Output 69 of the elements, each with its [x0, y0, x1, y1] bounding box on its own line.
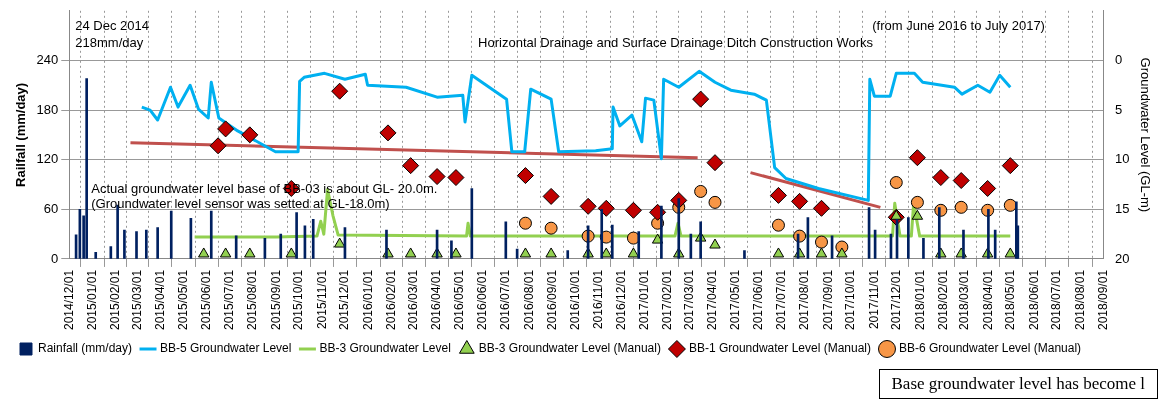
x-tick-label: 2018/06/01	[1026, 269, 1041, 330]
x-tick-label: 2015/02/01	[108, 269, 123, 330]
x-tick-label: 2016/10/01	[567, 269, 582, 330]
legend-label: BB-3 Groundwater Level	[319, 341, 451, 356]
x-tick-label: 2015/09/01	[268, 269, 283, 330]
legend-label: BB-1 Groundwater Level (Manual)	[688, 341, 871, 356]
x-tick-label: 2015/05/01	[175, 269, 190, 330]
x-tick-label: 2015/10/01	[291, 269, 306, 330]
annotation: 218mm/day	[75, 35, 144, 51]
y-tick-label: 240	[36, 52, 59, 68]
x-tick-label: 2015/12/01	[337, 269, 352, 330]
y-tick-label: 180	[36, 101, 59, 117]
y2-tick-label: 5	[1114, 101, 1123, 117]
x-tick-label: 2016/08/01	[521, 269, 536, 330]
x-tick-label: 2015/07/01	[221, 269, 236, 330]
x-tick-label: 2016/04/01	[429, 269, 444, 330]
x-tick-label: 2015/03/01	[129, 269, 144, 330]
x-tick-label: 2015/08/01	[245, 269, 260, 330]
x-tick-label: 2018/02/01	[936, 269, 951, 330]
x-tick-label: 2018/08/01	[1072, 269, 1087, 330]
x-tick-label: 2017/04/01	[705, 269, 720, 330]
x-tick-label: 2018/01/01	[912, 269, 927, 330]
y2-tick-label: 20	[1114, 250, 1130, 266]
x-tick-label: 2018/09/01	[1096, 269, 1111, 330]
y-axis-title: Railfall (mm/day)	[13, 82, 29, 187]
x-tick-label: 2017/10/01	[843, 269, 858, 330]
annotation: Horizontal Drainage and Surface Drainage Ditch Construction Works	[478, 35, 874, 51]
y-tick-label: 120	[36, 151, 59, 167]
x-tick-label: 2017/11/01	[866, 269, 881, 330]
x-tick-label: 2016/03/01	[405, 269, 420, 330]
x-tick-label: 2018/03/01	[957, 269, 972, 330]
x-tick-label: 2017/03/01	[681, 269, 696, 330]
y2-tick-label: 10	[1114, 151, 1130, 167]
annotation: 24 Dec 2014	[75, 18, 150, 34]
x-tick-label: 2016/07/01	[498, 269, 513, 330]
x-tick-label: 2015/06/01	[199, 269, 214, 330]
x-tick-label: 2017/05/01	[727, 269, 742, 330]
x-tick-label: 2017/09/01	[820, 269, 835, 330]
x-tick-label: 2016/12/01	[613, 269, 628, 330]
x-tick-label: 2015/01/01	[85, 269, 100, 330]
y2-axis-title: Groundwater Level (GL-m)	[1137, 57, 1153, 213]
x-tick-label: 2015/11/01	[314, 269, 329, 330]
legend-label: BB-6 Groundwater Level (Manual)	[899, 341, 1082, 356]
x-tick-label: 2017/07/01	[773, 269, 788, 330]
y-tick-label: 60	[43, 200, 59, 216]
x-tick-label: 2016/05/01	[452, 269, 467, 330]
x-tick-label: 2014/12/01	[61, 269, 76, 330]
x-tick-label: 2017/06/01	[751, 269, 766, 330]
x-tick-label: 2017/01/01	[637, 269, 652, 330]
annotation: (from June 2016 to July 2017)	[872, 18, 1045, 34]
x-tick-label: 2017/02/01	[660, 269, 675, 330]
x-tick-label: 2016/01/01	[360, 269, 375, 330]
text: Base groundwater level has become l	[878, 369, 1158, 399]
legend-label: Rainfall (mm/day)	[38, 341, 133, 356]
y-tick-label: 0	[51, 250, 59, 266]
x-tick-label: 2018/04/01	[980, 269, 995, 330]
x-tick-label: 2017/08/01	[797, 269, 812, 330]
x-tick-label: 2016/11/01	[591, 269, 606, 330]
y2-tick-label: 0	[1114, 52, 1123, 68]
x-tick-label: 2016/06/01	[475, 269, 490, 330]
legend-label: BB-5 Groundwater Level	[160, 341, 292, 356]
x-tick-label: 2016/02/01	[384, 269, 399, 330]
x-tick-label: 2017/12/01	[889, 269, 904, 330]
x-tick-label: 2018/05/01	[1003, 269, 1018, 330]
y2-tick-label: 15	[1114, 200, 1130, 216]
legend-label: BB-3 Groundwater Level (Manual)	[478, 341, 661, 356]
x-tick-label: 2015/04/01	[152, 269, 167, 330]
x-tick-label: 2018/07/01	[1049, 269, 1064, 330]
x-tick-label: 2016/09/01	[544, 269, 559, 330]
